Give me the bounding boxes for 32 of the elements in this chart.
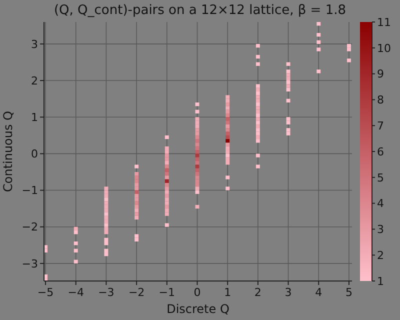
x-tick-label: 5 <box>345 286 352 299</box>
color-bar-label: 1 <box>377 274 384 288</box>
x-tick-label: −5 <box>37 286 54 299</box>
chart-title: (Q, Q_cont)-pairs on a 12×12 lattice, β = 1.8 <box>54 3 346 18</box>
color-bar-label: 9 <box>377 68 384 81</box>
y-tick-label: 0 <box>31 148 38 161</box>
x-tick-label: −2 <box>128 286 145 299</box>
x-tick-label: 3 <box>284 286 292 299</box>
y-tick-label: −2 <box>22 220 38 234</box>
color-bar-label: 11 <box>377 16 391 29</box>
color-bar-label: 6 <box>377 145 384 158</box>
x-axis-title: Discrete Q <box>166 302 230 316</box>
y-tick-label: 1 <box>31 110 38 124</box>
y-axis-title: Continuous Q <box>1 110 15 192</box>
x-tick-label: −3 <box>98 286 114 299</box>
y-tick-label: 2 <box>31 74 38 88</box>
color-bar-label: 3 <box>377 223 384 236</box>
y-tick-label: 3 <box>31 38 38 51</box>
x-tick-label: 1 <box>224 286 232 299</box>
x-tick-label: −4 <box>68 286 84 299</box>
y-tick-label: −3 <box>22 257 38 270</box>
color-bar-label: 2 <box>377 248 384 262</box>
color-bar-label: 8 <box>377 94 384 107</box>
color-bar-label: 10 <box>377 42 391 55</box>
color-bar-label: 5 <box>377 171 384 184</box>
color-bar-label: 7 <box>377 119 384 132</box>
x-tick-label: −1 <box>158 286 176 299</box>
y-tick-label: −1 <box>22 184 38 198</box>
color-bar-label: 4 <box>377 197 384 210</box>
x-tick-label: 0 <box>194 286 201 299</box>
x-tick-label: 4 <box>315 286 322 299</box>
x-tick-label: 2 <box>254 286 262 299</box>
